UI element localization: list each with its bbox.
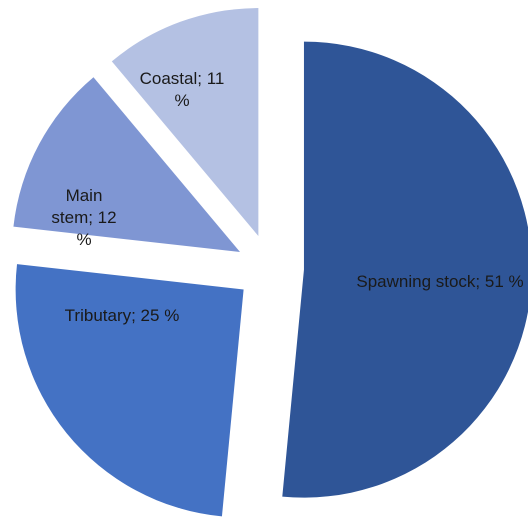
pie-slice (111, 8, 259, 237)
pie-slice (13, 77, 241, 252)
pie-slice (15, 264, 244, 517)
data-label: Coastal; 11 % (139, 69, 225, 110)
pie-slice (282, 41, 528, 498)
data-label: Main stem; 12 % (51, 186, 117, 249)
data-label: Spawning stock; 51 % (356, 272, 524, 291)
data-label: Tributary; 25 % (64, 306, 180, 325)
